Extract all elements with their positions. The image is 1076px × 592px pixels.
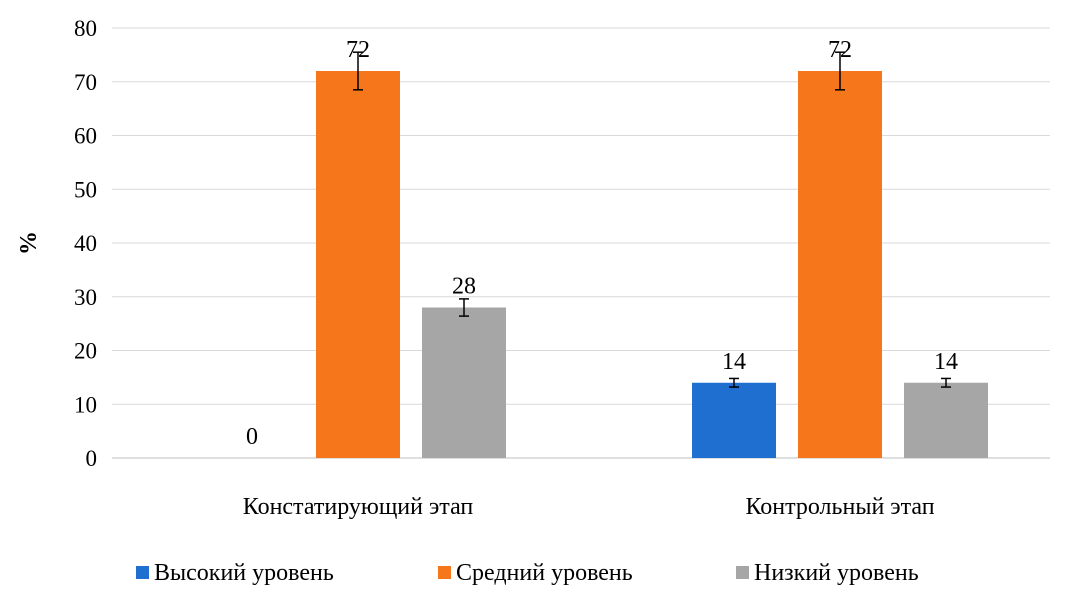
y-tick-label: 50	[74, 177, 97, 202]
category-label: Констатирующий этап	[243, 494, 474, 520]
y-axis-ticks: 0 10 20 30 40 50 60 70 80	[74, 16, 97, 471]
legend-label: Средний уровень	[456, 560, 633, 586]
legend-label: Высокий уровень	[154, 560, 334, 586]
data-label: 0	[246, 424, 258, 450]
legend-swatch	[136, 566, 149, 579]
category-label: Контрольный этап	[745, 494, 934, 520]
y-tick-label: 60	[74, 124, 97, 149]
legend-swatch	[736, 566, 749, 579]
y-tick-label: 70	[74, 70, 97, 95]
y-tick-label: 80	[74, 16, 97, 41]
bar	[316, 71, 400, 458]
legend: Высокий уровень Средний уровень Низкий уро…	[136, 560, 919, 586]
bar	[798, 71, 882, 458]
y-tick-label: 20	[74, 339, 97, 364]
x-axis-categories: Констатирующий этап Контрольный этап	[243, 494, 935, 520]
bar	[692, 382, 776, 458]
bar	[904, 382, 988, 458]
bars	[316, 71, 988, 458]
bar	[422, 307, 506, 458]
data-label: 72	[828, 37, 852, 63]
data-label: 14	[934, 349, 958, 375]
y-tick-label: 40	[74, 231, 97, 256]
data-label: 28	[452, 274, 476, 300]
data-label: 14	[722, 349, 746, 375]
error-bars	[353, 51, 951, 388]
legend-label: Низкий уровень	[754, 560, 919, 586]
gridlines	[112, 27, 1050, 459]
data-label: 72	[346, 37, 370, 63]
data-labels: 0 72 28 14 72 14	[246, 37, 958, 450]
y-axis-title: %	[16, 231, 42, 255]
y-tick-label: 0	[86, 446, 98, 471]
y-tick-label: 10	[74, 392, 97, 417]
y-tick-label: 30	[74, 285, 97, 310]
legend-swatch	[438, 566, 451, 579]
